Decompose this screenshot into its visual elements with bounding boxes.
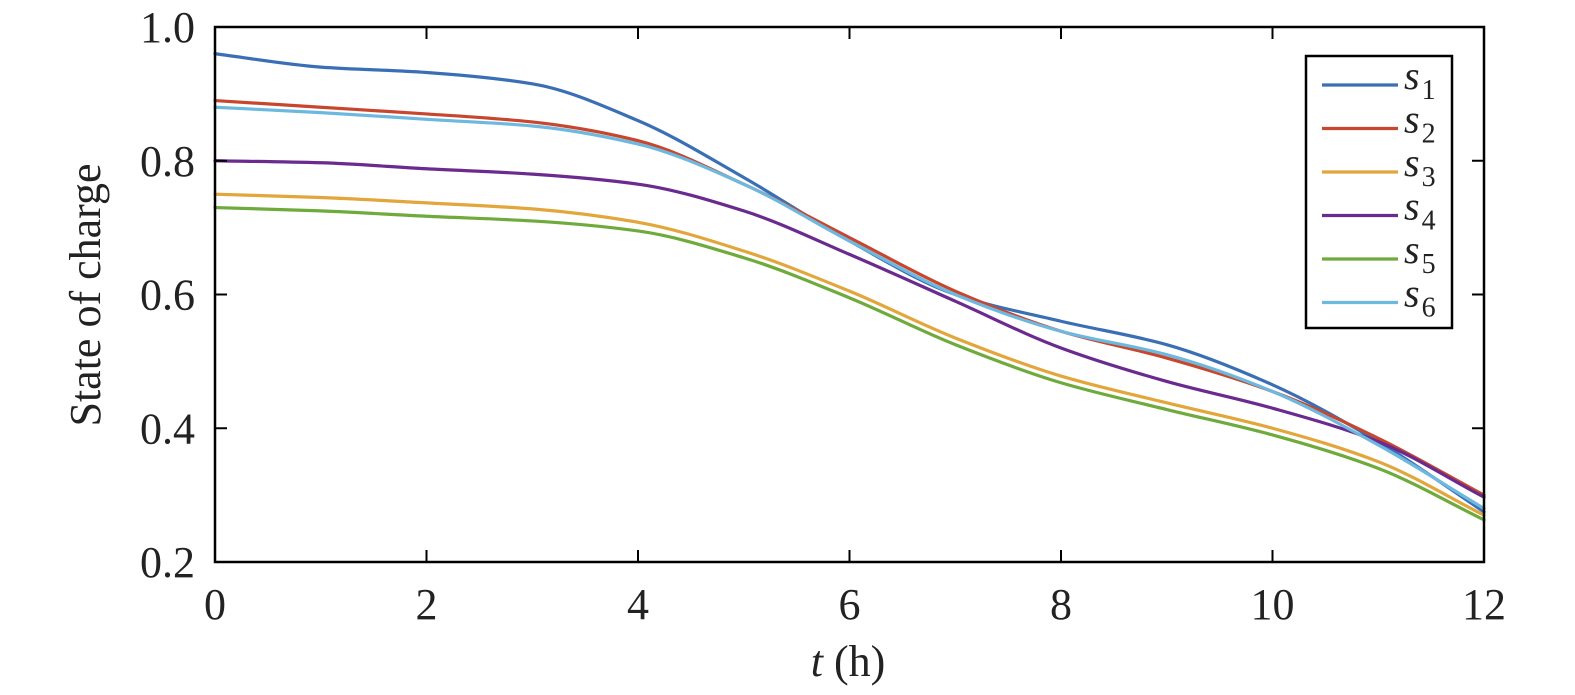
legend-label-s5: s5 (1404, 227, 1436, 280)
legend-label-s4: s4 (1404, 184, 1436, 237)
y-tick-label: 0.8 (140, 137, 195, 186)
x-axis-label-unit: (h) (823, 637, 885, 686)
x-tick-label: 2 (416, 580, 438, 629)
series-line-s5 (213, 205, 1486, 522)
y-tick-label: 0.2 (140, 538, 195, 587)
x-tick-label: 4 (627, 580, 649, 629)
axes-layer: 0 2 4 6 8 10 12 0.2 0.4 0.6 0.8 1.0 (140, 3, 1506, 629)
x-tick-label: 12 (1462, 580, 1506, 629)
legend-label-s3: s3 (1404, 140, 1436, 193)
series-layer (213, 52, 1486, 522)
legend-label-s1: s1 (1404, 53, 1436, 106)
y-tick-label: 0.6 (140, 271, 195, 320)
y-tick-label: 0.4 (140, 404, 195, 453)
y-axis-label: State of charge (61, 163, 110, 426)
plot-frame (213, 25, 1486, 564)
series-line-s3 (213, 192, 1486, 517)
y-tick-label: 1.0 (140, 3, 195, 52)
x-axis-label: t (h) (811, 637, 886, 686)
x-tick-label: 8 (1050, 580, 1072, 629)
x-tick-label: 6 (839, 580, 861, 629)
legend-label-s2: s2 (1404, 97, 1436, 150)
legend-box (1304, 54, 1454, 330)
series-line-s1 (213, 52, 1486, 514)
series-line-s6 (213, 105, 1486, 511)
series-line-s4 (213, 159, 1486, 499)
x-tick-label: 10 (1251, 580, 1295, 629)
x-axis-label-variable: t (811, 637, 825, 686)
legend-label-s6: s6 (1404, 271, 1436, 324)
x-tick-label: 0 (204, 580, 226, 629)
